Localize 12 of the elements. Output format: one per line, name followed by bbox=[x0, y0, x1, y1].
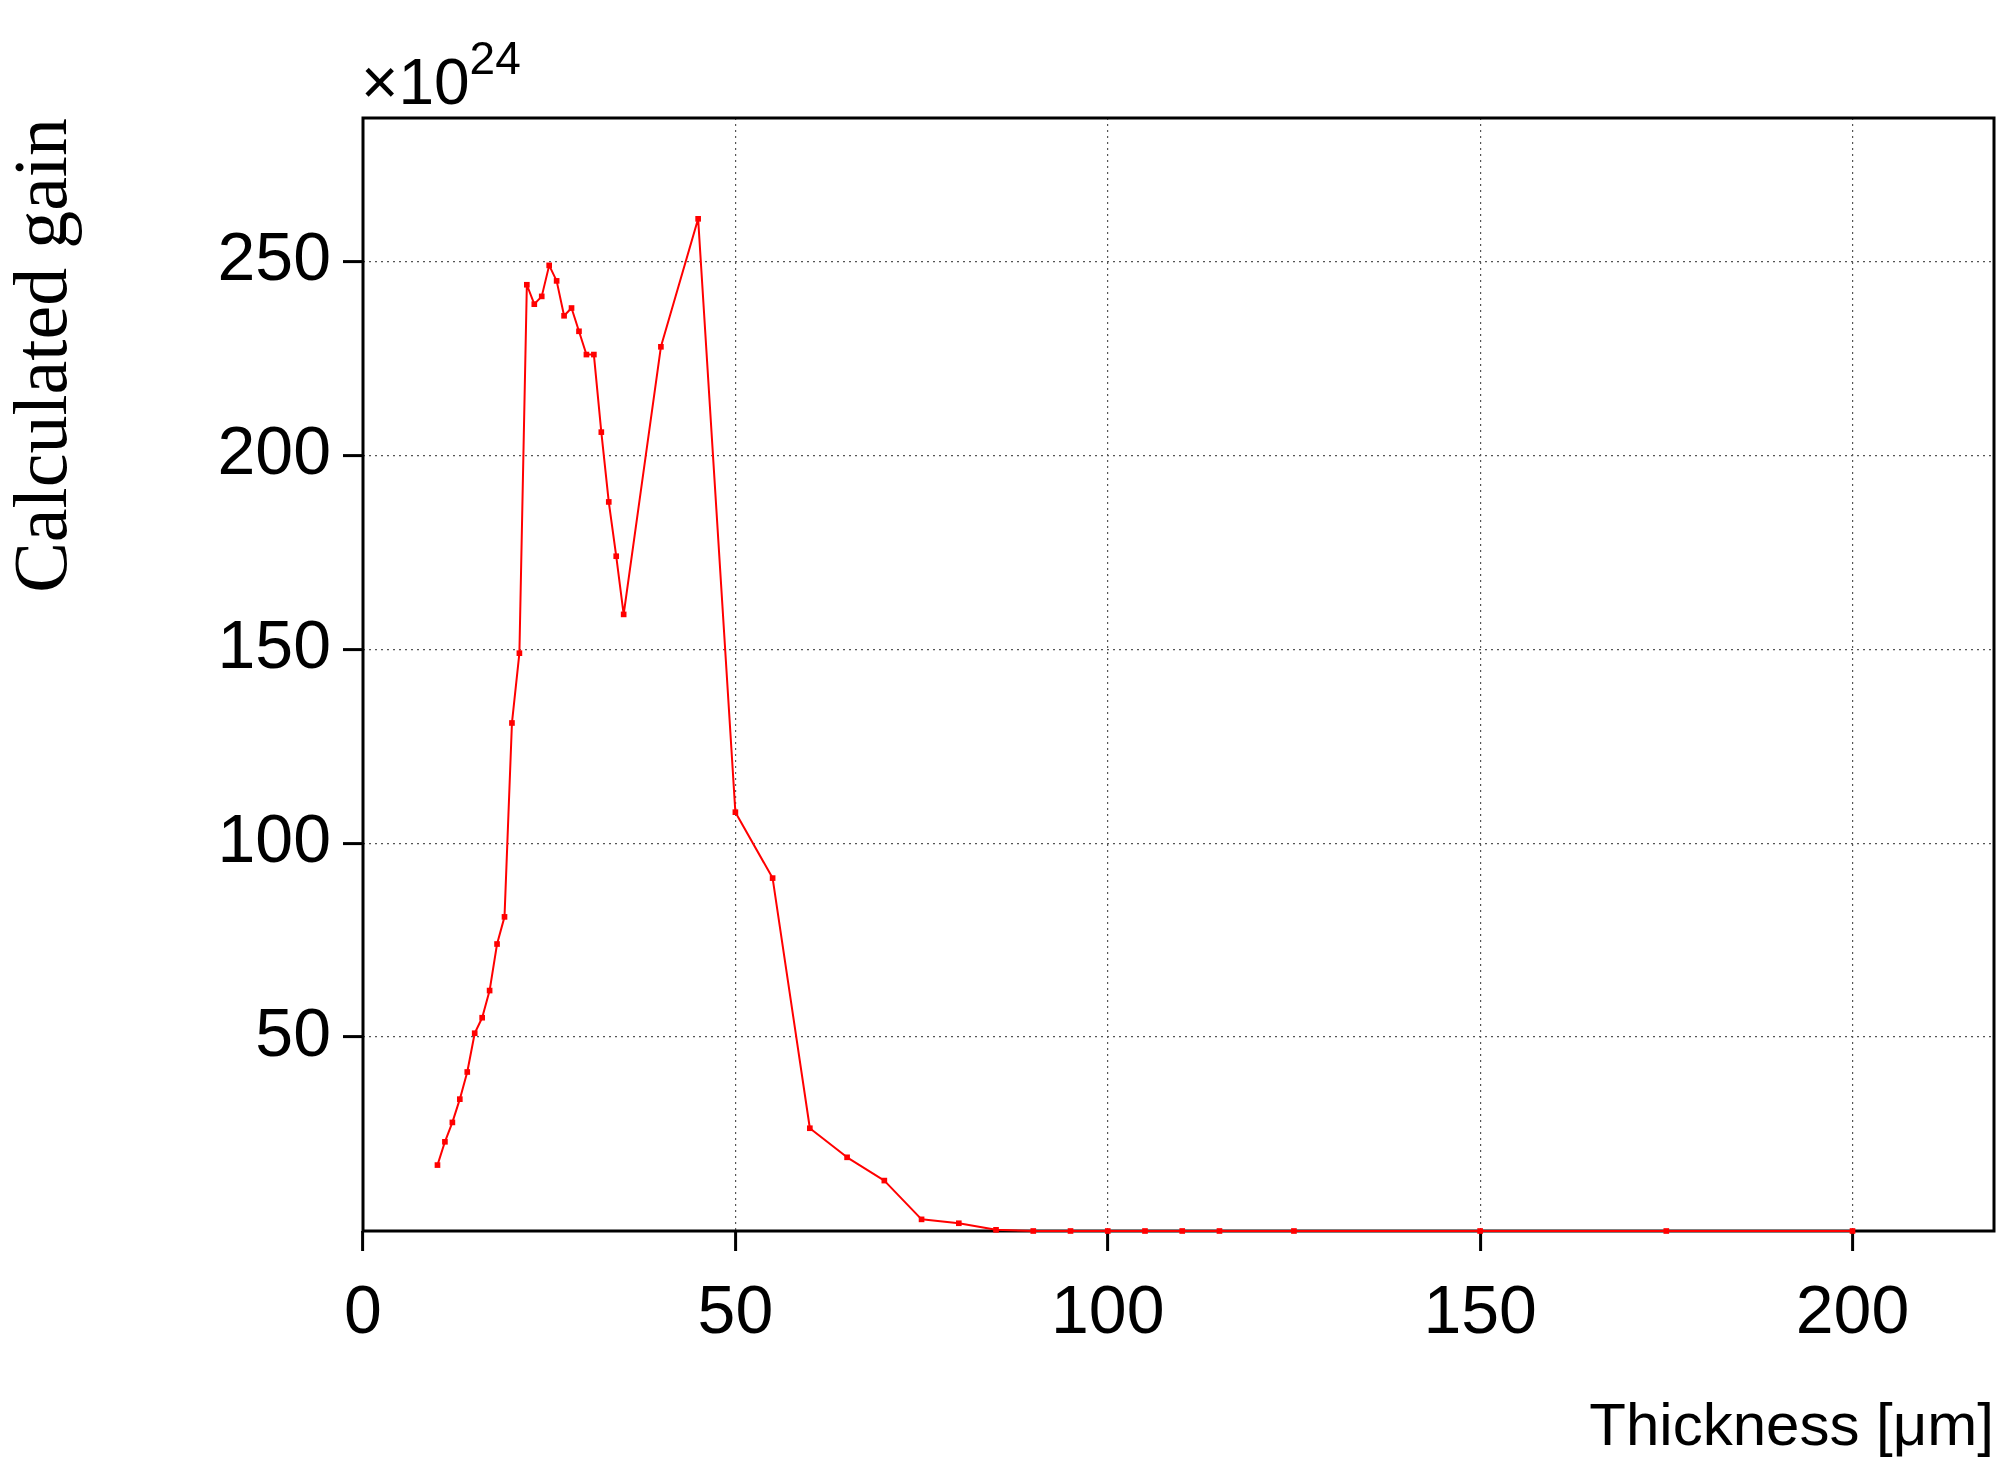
y-tick-label: 150 bbox=[217, 606, 331, 683]
x-tick-label: 150 bbox=[1423, 1270, 1537, 1347]
x-tick-label: 200 bbox=[1795, 1270, 1910, 1347]
x-axis-title: Thickness [μm] bbox=[1589, 1390, 1994, 1458]
y-tick-label: 50 bbox=[255, 993, 331, 1070]
y-tick-label: 200 bbox=[217, 412, 331, 489]
x-tick-label: 0 bbox=[344, 1270, 382, 1347]
x-tick-label: 50 bbox=[697, 1270, 774, 1347]
y-tick-label: 250 bbox=[217, 218, 331, 295]
x-tick-label: 100 bbox=[1051, 1270, 1165, 1347]
y-tick-label: 100 bbox=[217, 799, 331, 876]
y-axis-title: Calculated gain bbox=[0, 118, 82, 593]
